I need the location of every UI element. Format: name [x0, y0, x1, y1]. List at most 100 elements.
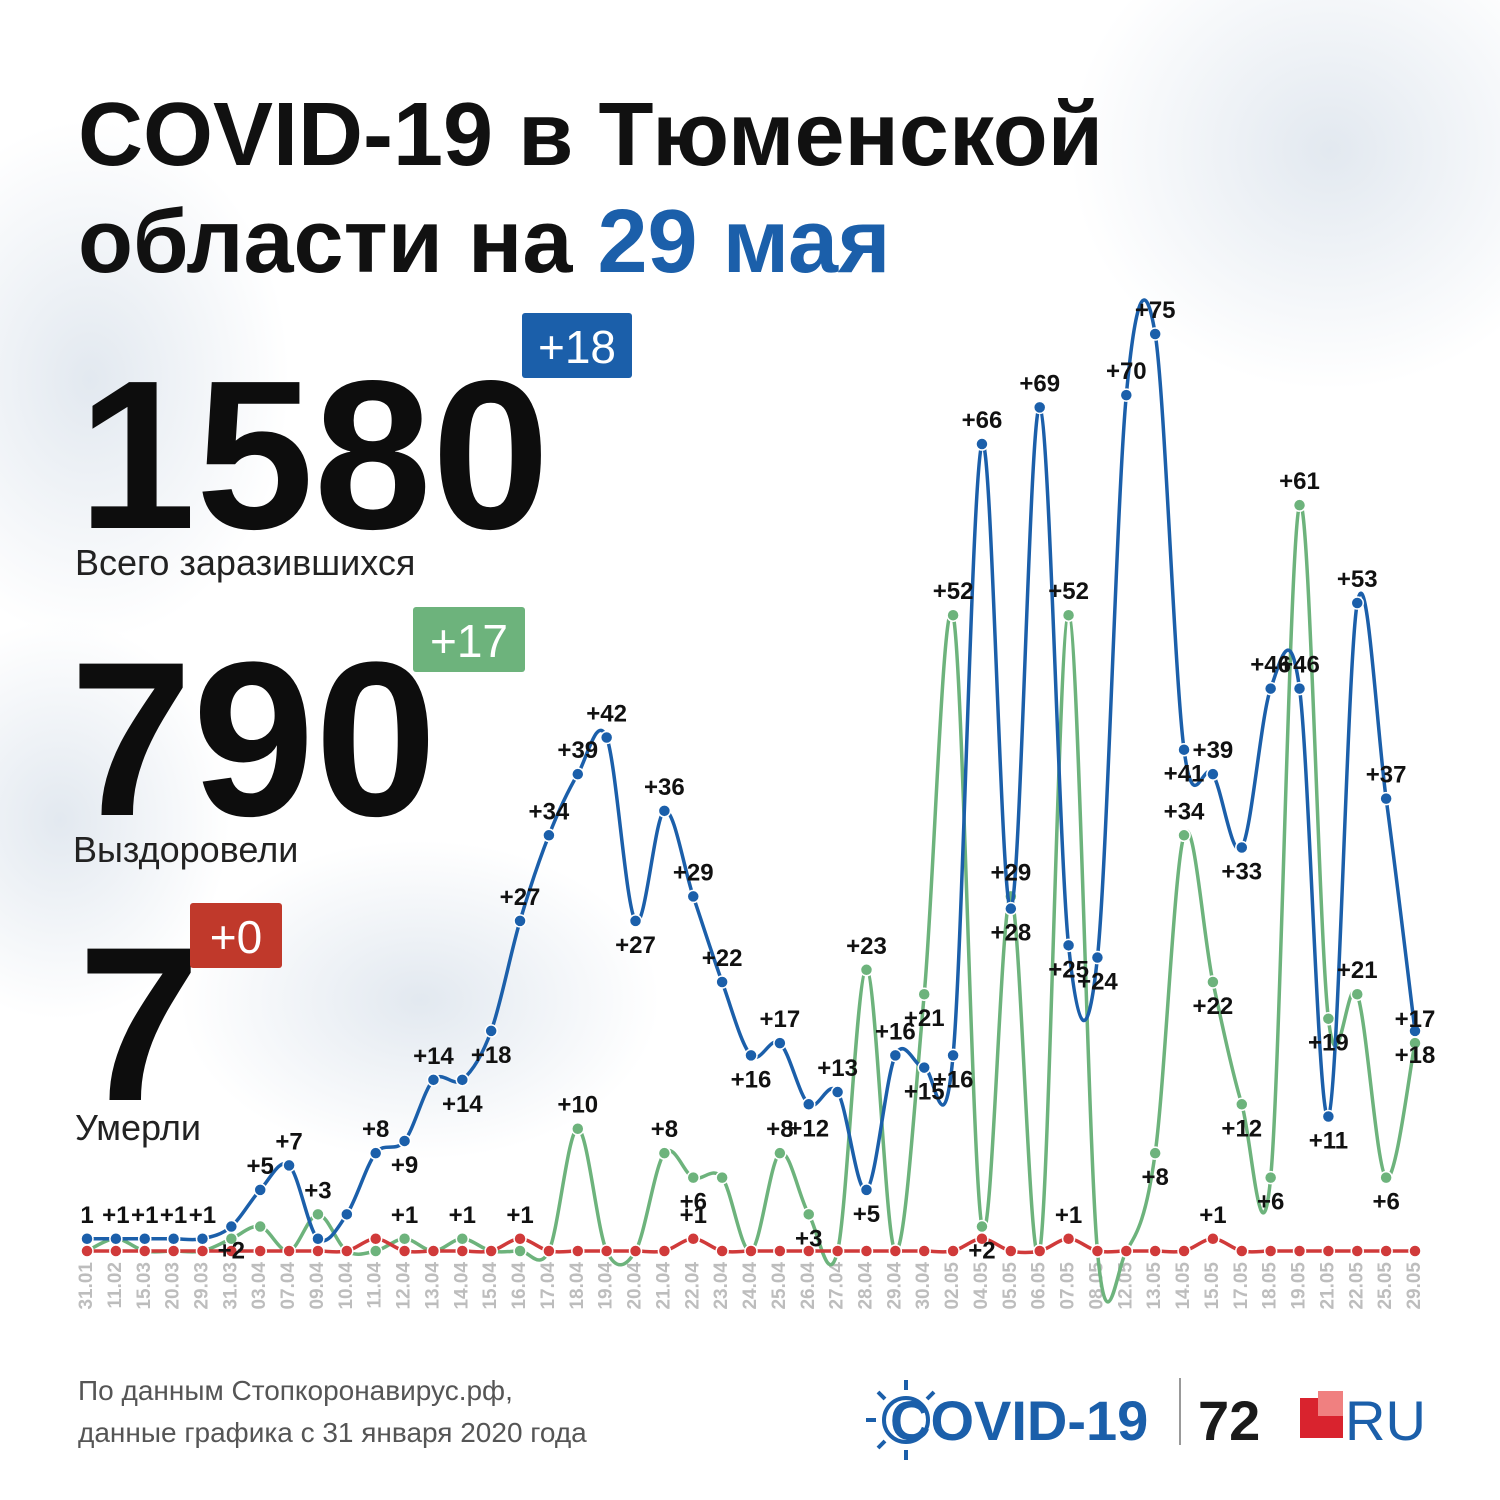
- point: [975, 437, 989, 451]
- stat-caption: Выздоровели: [73, 829, 298, 870]
- value-label: +1: [102, 1202, 129, 1229]
- point: [137, 1232, 152, 1246]
- point: [80, 1232, 94, 1246]
- x-tick-label: 10.04: [336, 1262, 357, 1310]
- point: [1177, 742, 1191, 757]
- value-label: +3: [304, 1177, 331, 1204]
- point: [1004, 901, 1018, 916]
- point: [1350, 987, 1365, 1001]
- value-label: +12: [1221, 1115, 1262, 1142]
- point: [1292, 498, 1307, 512]
- point: [455, 1244, 470, 1258]
- point: [166, 1232, 181, 1246]
- x-tick-label: 19.04: [596, 1262, 617, 1310]
- point: [801, 1097, 816, 1112]
- point: [715, 1170, 729, 1185]
- title-date: 29 мая: [597, 192, 890, 292]
- value-label: +1: [449, 1202, 476, 1229]
- point: [397, 1244, 412, 1258]
- x-tick-label: 02.05: [942, 1262, 963, 1310]
- point: [571, 1244, 585, 1258]
- x-tick-label: 23.04: [711, 1262, 732, 1310]
- value-label: +1: [189, 1202, 216, 1229]
- point: [628, 1244, 643, 1258]
- point: [715, 975, 729, 989]
- value-label: +1: [1055, 1202, 1082, 1229]
- point: [1148, 1146, 1162, 1160]
- x-tick-label: 11.04: [365, 1262, 386, 1309]
- point: [686, 889, 701, 904]
- point: [542, 828, 556, 843]
- value-label: +7: [275, 1128, 302, 1155]
- chart: 31.01 11.02 15.03 20.03 29.03 31.03 03.04 07.04…: [76, 297, 1435, 1310]
- point: [397, 1134, 412, 1148]
- x-tick-label: 29.04: [884, 1262, 905, 1310]
- point: [166, 1244, 181, 1258]
- point: [253, 1219, 267, 1234]
- x-tick-label: 04.05: [971, 1262, 992, 1310]
- point: [311, 1244, 325, 1258]
- point: [368, 1244, 383, 1258]
- point: [1032, 1244, 1047, 1258]
- value-label: +21: [1337, 957, 1378, 984]
- x-tick-label: 29.03: [191, 1262, 212, 1310]
- x-tick-label: 13.05: [1144, 1262, 1165, 1310]
- value-label: +36: [644, 774, 685, 801]
- point: [1090, 1244, 1105, 1258]
- point: [1321, 1109, 1336, 1124]
- value-label: +25: [1048, 956, 1089, 983]
- logo: COVID-19 72 RU: [866, 1378, 1426, 1460]
- point: [1177, 828, 1191, 843]
- value-label: +6: [1257, 1189, 1284, 1216]
- footer-text: данные графика с 31 января 2020 года: [78, 1417, 587, 1448]
- x-tick-label: 07.04: [278, 1262, 299, 1310]
- point: [340, 1244, 354, 1258]
- footer-text: По данным Стопкоронавирус.рф,: [78, 1375, 513, 1406]
- value-label: +34: [1164, 798, 1205, 825]
- value-label: +16: [731, 1066, 772, 1093]
- point: [80, 1244, 94, 1258]
- x-tick-label: 17.04: [538, 1262, 559, 1310]
- value-label: +14: [413, 1043, 454, 1070]
- point: [830, 1244, 845, 1258]
- point: [1379, 791, 1393, 806]
- point: [946, 1048, 960, 1063]
- value-label: +27: [615, 932, 656, 959]
- point: [397, 1232, 412, 1246]
- point: [1379, 1170, 1393, 1185]
- point: [484, 1024, 498, 1038]
- point: [1061, 1232, 1076, 1246]
- point: [657, 804, 672, 818]
- point: [946, 608, 960, 622]
- point: [368, 1232, 383, 1246]
- value-label: +70: [1106, 358, 1147, 385]
- stat-number: 790: [70, 616, 437, 862]
- point: [282, 1244, 296, 1258]
- x-tick-label: 08.05: [1086, 1262, 1107, 1310]
- point: [1004, 1244, 1018, 1258]
- x-tick-label: 17.05: [1231, 1262, 1252, 1310]
- x-tick-label: 07.05: [1058, 1262, 1079, 1310]
- point: [1148, 327, 1162, 341]
- point: [426, 1073, 441, 1087]
- point: [975, 1232, 989, 1246]
- value-label: +22: [702, 945, 743, 972]
- logo-text: COVID-19: [890, 1389, 1148, 1452]
- value-label: +16: [875, 1018, 916, 1045]
- value-label: +46: [1279, 652, 1320, 679]
- point: [571, 1121, 585, 1136]
- value-label: +2: [218, 1238, 245, 1265]
- x-tick-label: 09.04: [307, 1262, 328, 1310]
- value-label: +37: [1366, 762, 1407, 789]
- value-label: +11: [1309, 1128, 1348, 1155]
- point: [1321, 1011, 1336, 1026]
- value-label: +23: [846, 933, 887, 960]
- x-tick-label: 15.04: [480, 1262, 501, 1310]
- x-tick-label: 20.03: [163, 1262, 184, 1310]
- point: [311, 1232, 325, 1246]
- point: [455, 1073, 470, 1087]
- point: [1119, 1244, 1134, 1258]
- x-tick-label: 25.04: [769, 1262, 790, 1310]
- point: [657, 1244, 672, 1258]
- value-label: +5: [853, 1201, 880, 1228]
